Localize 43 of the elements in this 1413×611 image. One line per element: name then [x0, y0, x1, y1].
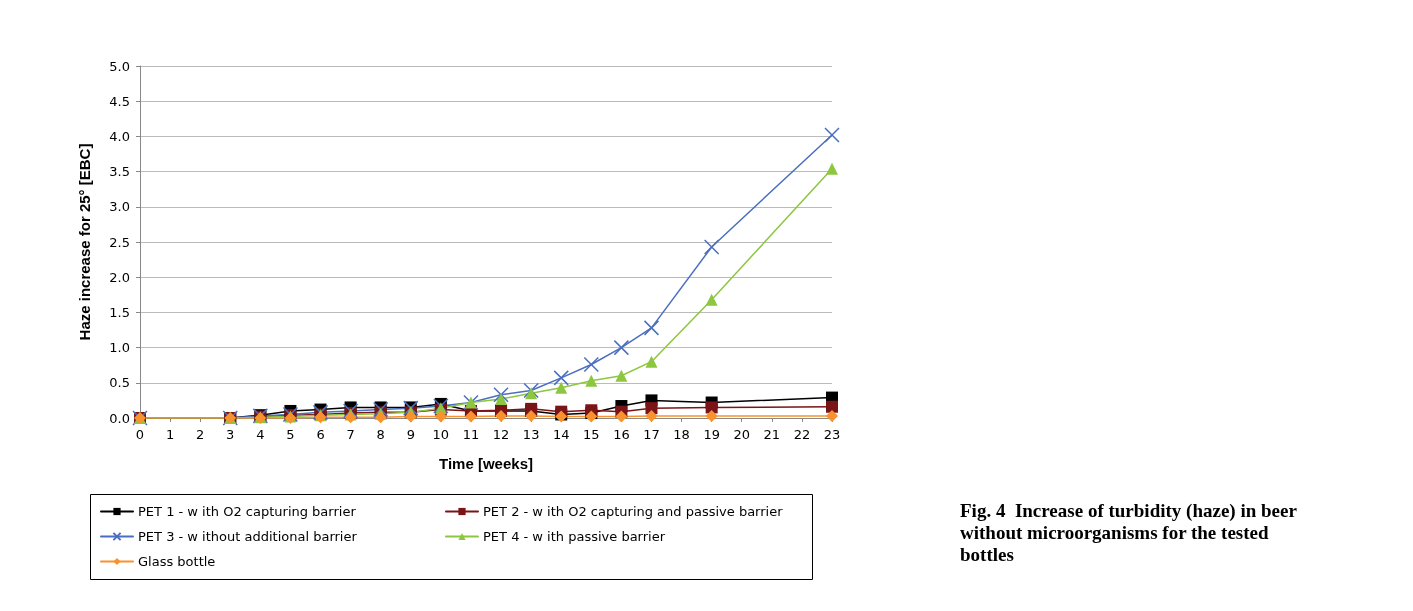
- x-tick-label: 4: [256, 427, 265, 442]
- x-tick-label: 5: [286, 427, 295, 442]
- y-tick-label: 1.0: [109, 340, 130, 356]
- y-tick-label: 1.5: [109, 304, 130, 320]
- x-tick-label: 18: [673, 427, 690, 442]
- x-axis-title: Time [weeks]: [439, 455, 533, 472]
- x-tick-label: 13: [522, 427, 540, 442]
- x-tick-label: 3: [226, 427, 235, 442]
- x-tick-label: 20: [733, 427, 751, 442]
- y-tick-label: 4.5: [109, 93, 130, 109]
- y-tick-label: 3.5: [109, 164, 130, 180]
- x-tick-label: 15: [583, 427, 600, 442]
- x-tick-label: 23: [823, 427, 841, 442]
- x-tick-label: 9: [406, 427, 415, 442]
- x-tick-label: 14: [552, 427, 570, 442]
- x-tick-label: 8: [376, 427, 385, 442]
- y-tick-label: 2.5: [109, 234, 130, 250]
- y-axis-title: Haze increase for 25° [EBC]: [76, 143, 93, 341]
- text: Fig. 4 Increase of turbidity (haze) in beer without microorganisms for the tested bottles: [960, 499, 1302, 565]
- x-tick-label: 10: [432, 427, 450, 442]
- y-tick-label: 0.5: [109, 375, 130, 391]
- x-tick-label: 16: [613, 427, 630, 442]
- legend-label: Glass bottle: [138, 554, 216, 569]
- x-tick-label: 2: [196, 427, 205, 442]
- legend-label: PET 1 - w ith O2 capturing barrier: [138, 504, 357, 519]
- x-tick-label: 17: [643, 427, 660, 442]
- x-tick-label: 11: [462, 427, 480, 442]
- x-tick-label: 19: [703, 427, 720, 442]
- legend-label: PET 4 - w ith passive barrier: [483, 529, 666, 544]
- y-tick-label: 2.0: [109, 269, 130, 285]
- x-tick-label: 12: [492, 427, 510, 442]
- x-tick-label: 7: [346, 427, 355, 442]
- y-tick-label: 0.0: [109, 410, 130, 426]
- x-tick-label: 1: [165, 427, 175, 442]
- y-tick-label: 5.0: [109, 58, 130, 74]
- y-tick-label: 4.0: [109, 128, 130, 144]
- legend-label: PET 3 - w ithout additional barrier: [138, 529, 358, 544]
- x-tick-label: 21: [763, 427, 781, 442]
- x-tick-label: 6: [316, 427, 325, 442]
- legend-label: PET 2 - w ith O2 capturing and passive barrier: [483, 504, 784, 519]
- y-tick-label: 3.0: [109, 199, 130, 215]
- x-tick-label: 22: [793, 427, 811, 442]
- x-tick-label: 0: [135, 427, 145, 442]
